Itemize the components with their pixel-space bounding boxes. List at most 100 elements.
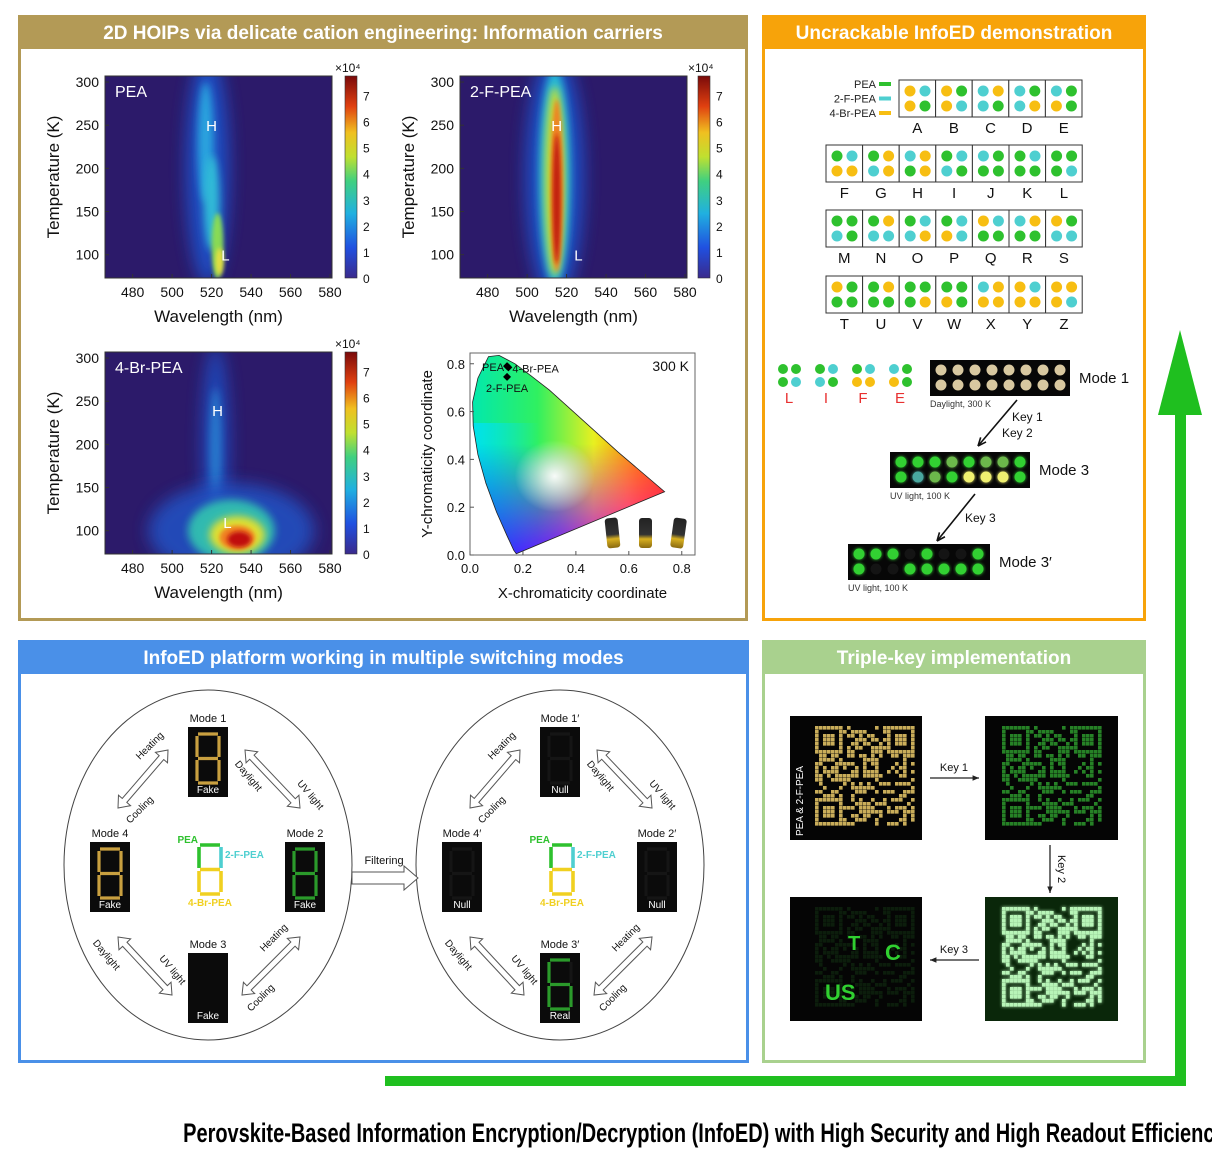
label-2-f-pea: 2-F-PEA bbox=[225, 850, 264, 861]
display-photo bbox=[188, 727, 228, 797]
demo-plate-3: Mode 3′ UV light, 100 K bbox=[848, 544, 1052, 593]
plate-dot bbox=[1003, 364, 1015, 376]
cation-dot bbox=[904, 85, 916, 97]
cation-dot bbox=[919, 281, 931, 293]
letter-cell-C: C bbox=[971, 79, 1010, 137]
x-tick-label: 580 bbox=[673, 284, 697, 300]
label-4-br-pea: 4-Br-PEA bbox=[188, 898, 232, 909]
display-mode-4: Mode 4′ Null bbox=[442, 828, 482, 912]
plate-dot bbox=[946, 471, 958, 483]
cation-dot bbox=[1066, 296, 1078, 308]
cation-dot bbox=[904, 150, 916, 162]
heatmap-title: 4-Br-PEA bbox=[115, 360, 183, 377]
plate-dot bbox=[1054, 364, 1066, 376]
flow-arrow-vertical bbox=[1175, 405, 1186, 1086]
cation-dot bbox=[831, 150, 843, 162]
cell-frame bbox=[1045, 144, 1083, 183]
cation-dot bbox=[941, 100, 953, 112]
heatmap-emission bbox=[525, 76, 585, 278]
flow-arrow-head bbox=[1158, 330, 1202, 415]
mode-label: Mode 1 bbox=[190, 713, 227, 725]
plot-frame bbox=[459, 75, 688, 279]
label-2-f-pea: 2-F-PEA bbox=[577, 850, 616, 861]
cation-dot bbox=[956, 230, 968, 242]
colorbar-tick-label: 0 bbox=[716, 272, 723, 286]
cation-dot bbox=[1014, 230, 1026, 242]
cation-dot bbox=[904, 296, 916, 308]
legend-label-2-f-pea: 2-F-PEA bbox=[834, 94, 877, 106]
double-arrow-light bbox=[469, 936, 525, 996]
label-4-br-pea: 4-Br-PEA bbox=[540, 898, 584, 909]
display-photo bbox=[540, 953, 580, 1023]
x-tick-label: 580 bbox=[318, 284, 342, 300]
plate-dot bbox=[870, 563, 882, 575]
cation-dot bbox=[992, 230, 1004, 242]
cation-dot bbox=[1014, 281, 1026, 293]
x-axis-label: Wavelength (nm) bbox=[154, 307, 283, 326]
mode-label: Mode 2 bbox=[287, 828, 324, 840]
colorbar-tick-label: 6 bbox=[363, 116, 370, 130]
letter-cell-H: H bbox=[898, 144, 937, 202]
cation-dot bbox=[883, 296, 895, 308]
display-mode-4: Mode 4 Fake bbox=[90, 828, 130, 912]
colorbar-multiplier: ×10⁴ bbox=[335, 337, 361, 351]
cell-frame bbox=[862, 275, 900, 314]
plate-dot bbox=[935, 379, 947, 391]
cation-dot bbox=[846, 215, 858, 227]
double-arrow-heat-cool bbox=[469, 749, 521, 809]
vial-photo bbox=[670, 517, 687, 549]
cation-dot bbox=[1014, 85, 1026, 97]
letter-label: B bbox=[949, 120, 959, 137]
key-label: Key 1 bbox=[1012, 410, 1043, 424]
cation-dot bbox=[1029, 296, 1041, 308]
y-tick-label: 100 bbox=[431, 247, 455, 263]
letter-label: L bbox=[1060, 185, 1068, 202]
cell-frame bbox=[1044, 79, 1083, 118]
key2-arrow-head bbox=[1047, 886, 1053, 893]
cation-dot bbox=[992, 100, 1004, 112]
plate-dot bbox=[887, 548, 899, 560]
mode-cycle-ellipse bbox=[63, 689, 353, 1041]
peak-label-L: L bbox=[223, 515, 231, 532]
demo-plate-2: Mode 3 UV light, 100 K bbox=[890, 452, 1089, 501]
colorbar-tick-label: 6 bbox=[363, 392, 370, 406]
cation-dot bbox=[941, 165, 953, 177]
key2-label: Key 2 bbox=[1055, 855, 1067, 883]
y-axis-label: Temperature (K) bbox=[399, 116, 418, 239]
colorbar bbox=[344, 75, 358, 279]
y-tick-label: 250 bbox=[431, 117, 455, 133]
letter-label: Z bbox=[1059, 316, 1068, 333]
cation-dot bbox=[956, 150, 968, 162]
x-tick-label: 500 bbox=[515, 284, 539, 300]
cation-dot bbox=[1029, 215, 1041, 227]
mode-label: Mode 3 bbox=[190, 939, 227, 951]
letter-cell-G: G bbox=[862, 144, 900, 202]
display-state-label: Real bbox=[550, 1011, 571, 1022]
plate-dot bbox=[1020, 364, 1032, 376]
y-tick-label: 200 bbox=[76, 436, 100, 452]
colorbar-tick-label: 1 bbox=[716, 246, 723, 260]
letter-cell-O: O bbox=[898, 209, 937, 267]
plot-frame bbox=[104, 75, 333, 279]
double-arrow-light bbox=[244, 749, 301, 809]
display-photo bbox=[285, 842, 325, 912]
legend-swatch bbox=[879, 111, 891, 115]
cation-dot bbox=[904, 165, 916, 177]
plate-dot bbox=[952, 379, 964, 391]
cell-frame bbox=[971, 79, 1010, 118]
cation-dot bbox=[883, 215, 895, 227]
plate-dot bbox=[929, 471, 941, 483]
cie-chart: 0.0 0.2 0.4 0.6 0.8 0.0 0.2 0.4 0.6 0.8 X-chromati… bbox=[419, 352, 696, 602]
cation-dot bbox=[956, 281, 968, 293]
cell-frame bbox=[971, 144, 1010, 183]
plate-dot bbox=[952, 364, 964, 376]
plate-dot bbox=[904, 548, 916, 560]
key-arrow-2-head bbox=[936, 532, 946, 542]
y-tick-label: 300 bbox=[76, 350, 100, 366]
cation-dot bbox=[865, 377, 875, 387]
colorbar-tick-label: 5 bbox=[716, 142, 723, 156]
heatmap-emission bbox=[148, 352, 315, 554]
cation-dot bbox=[904, 281, 916, 293]
letter-cell-R: R bbox=[1008, 209, 1047, 267]
